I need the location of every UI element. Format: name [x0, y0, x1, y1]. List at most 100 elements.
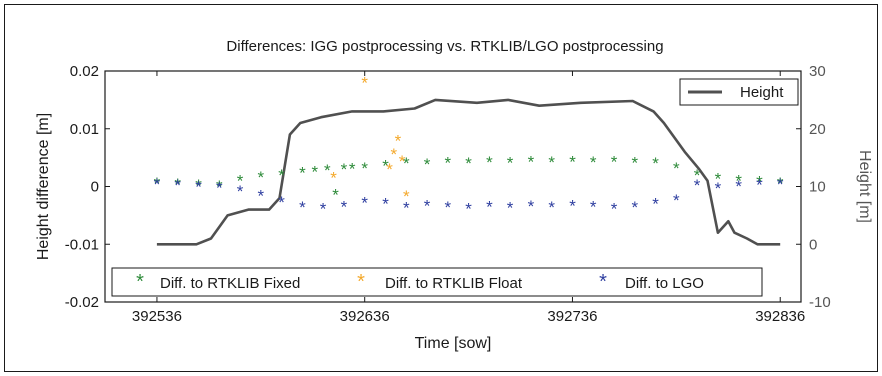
diff-to-lgo-point: * [715, 179, 722, 198]
diff-to-lgo-point: * [361, 194, 368, 213]
diff-to-rtklib-float-point: * [399, 152, 406, 171]
diff-to-rtklib-fixed-point: * [361, 159, 368, 178]
diff-to-rtklib-fixed-point: * [528, 153, 535, 172]
diff-to-lgo-point: * [382, 195, 389, 214]
diff-to-lgo-point: * [257, 187, 264, 206]
diff-to-lgo-point: * [569, 196, 576, 215]
marks-layer: * * * * * * * * * *** * * * * * * * * * * * * * * * * * * * * * *******… [154, 73, 784, 246]
y-tick-label: 0.02 [70, 63, 99, 80]
diff-to-lgo-point: * [320, 199, 327, 218]
diff-to-lgo-point: * [694, 176, 701, 195]
diff-to-rtklib-fixed-point: * [237, 172, 244, 191]
diff-to-rtklib-fixed-point: * [735, 172, 742, 191]
diff-to-lgo-point: * [631, 198, 638, 217]
diff-to-lgo-point: * [548, 198, 555, 217]
diff-to-lgo-point: * [174, 176, 181, 195]
diff-to-rtklib-fixed-point: * [715, 169, 722, 188]
diff-to-lgo-point: * [611, 199, 618, 218]
diff-to-rtklib-float-point: * [390, 145, 397, 164]
diff-to-rtklib-fixed-point: * [257, 168, 264, 187]
diff-to-rtklib-fixed-point: * [777, 174, 784, 193]
y2-tick-label: 0 [809, 236, 817, 253]
diff-to-rtklib-fixed-point: * [324, 161, 331, 180]
diff-to-rtklib-fixed-point: * [590, 153, 597, 172]
diff-to-lgo-point: * [278, 193, 285, 212]
diff-to-lgo-point: * [735, 177, 742, 196]
diff-to-lgo-point: * [756, 176, 763, 195]
diff-to-rtklib-fixed-point: * [756, 173, 763, 192]
y-tick-label: -0.01 [65, 236, 99, 253]
x-tick-label: 392636 [340, 308, 390, 325]
legend-height-label: Height [740, 84, 784, 101]
diff-to-rtklib-fixed-point: * [569, 153, 576, 172]
diff-to-lgo-point: * [216, 179, 223, 198]
diff-to-lgo-point: * [652, 195, 659, 214]
diff-to-rtklib-float-point: * [403, 187, 410, 206]
diff-to-rtklib-fixed-point: * [311, 162, 318, 181]
diff-to-rtklib-fixed-point: * [349, 159, 356, 178]
diff-to-rtklib-float-point: * [361, 73, 368, 92]
diff-to-rtklib-fixed-point: * [652, 154, 659, 173]
y-axis-label: Height difference [m] [35, 113, 52, 260]
legend-diffs-box [111, 267, 763, 297]
legend-lgo-label: Diff. to LGO [625, 275, 704, 292]
diff-to-rtklib-fixed-point: * [174, 175, 181, 194]
diff-to-rtklib-fixed-point: * [216, 177, 223, 196]
legend-fixed-marker: * [136, 271, 144, 293]
diff-to-lgo-point: * [590, 198, 597, 217]
diff-to-rtklib-fixed-point: * [278, 166, 285, 185]
diff-to-rtklib-float-point: * [395, 132, 402, 151]
legend-fixed-label: Diff. to RTKLIB Fixed [160, 275, 300, 292]
diff-to-lgo-point: * [424, 196, 431, 215]
diff-to-lgo-point: * [299, 198, 306, 217]
legend-float-label: Diff. to RTKLIB Float [385, 275, 523, 292]
diff-to-lgo-point: * [154, 175, 161, 194]
legend-float-marker: * [357, 271, 365, 293]
diff-to-rtklib-fixed-point: * [444, 154, 451, 173]
legend-lgo-marker: * [599, 271, 607, 293]
diff-to-lgo-point: * [341, 198, 348, 217]
legend-height: Height [679, 78, 799, 106]
diff-to-rtklib-float-point: * [386, 160, 393, 179]
plot-area [104, 70, 802, 303]
diff-to-rtklib-fixed-point: * [332, 185, 339, 204]
diff-to-lgo-point: * [507, 199, 514, 218]
diff-to-rtklib-fixed-point: * [631, 154, 638, 173]
diff-to-lgo-point: * [528, 197, 535, 216]
diff-to-rtklib-fixed-point: * [465, 154, 472, 173]
diff-to-rtklib-fixed-point: * [673, 159, 680, 178]
diff-to-rtklib-fixed-point: * [195, 176, 202, 195]
diff-to-lgo-point: * [444, 198, 451, 217]
diff-to-rtklib-fixed-point: * [694, 166, 701, 185]
ticks-layer: 392536 392636 392736 392836 0.02 0.01 0 -0.01 -0… [65, 63, 831, 325]
diff-to-lgo-point: * [403, 199, 410, 218]
chart-title: Differences: IGG postprocessing vs. RTKL… [226, 38, 663, 55]
y-tick-label: 0 [91, 179, 99, 196]
height-series-line [156, 98, 781, 246]
diff-to-rtklib-fixed-point: * [382, 157, 389, 176]
y2-tick-label: 30 [809, 63, 826, 80]
diff-to-lgo-point: * [195, 177, 202, 196]
diff-to-rtklib-fixed-point: * [486, 153, 493, 172]
y2-axis-label: Height [m] [856, 150, 873, 223]
legend-diffs: * Diff. to RTKLIB Fixed * Diff. to RTKLI… [111, 267, 763, 297]
y2-tick-label: 20 [809, 121, 826, 138]
diff-to-lgo-point: * [486, 198, 493, 217]
y-tick-label: -0.02 [65, 294, 99, 311]
y2-tick-label: 10 [809, 179, 826, 196]
diff-to-lgo-point: * [465, 199, 472, 218]
x-axis-label: Time [sow] [415, 335, 492, 352]
diff-to-rtklib-fixed-point: * [424, 155, 431, 174]
x-tick-label: 392736 [547, 308, 597, 325]
diff-to-lgo-point: * [237, 182, 244, 201]
diff-to-rtklib-fixed-point: * [341, 160, 348, 179]
diff-to-rtklib-fixed-point: * [611, 153, 618, 172]
diff-to-rtklib-fixed-point: * [403, 154, 410, 173]
diff-to-rtklib-float-point: * [330, 169, 337, 188]
y2-tick-label: -10 [809, 294, 831, 311]
x-tick-label: 392836 [755, 308, 805, 325]
diff-to-rtklib-fixed-point: * [154, 174, 161, 193]
diff-to-lgo-point: * [777, 175, 784, 194]
diff-to-rtklib-fixed-point: * [548, 153, 555, 172]
